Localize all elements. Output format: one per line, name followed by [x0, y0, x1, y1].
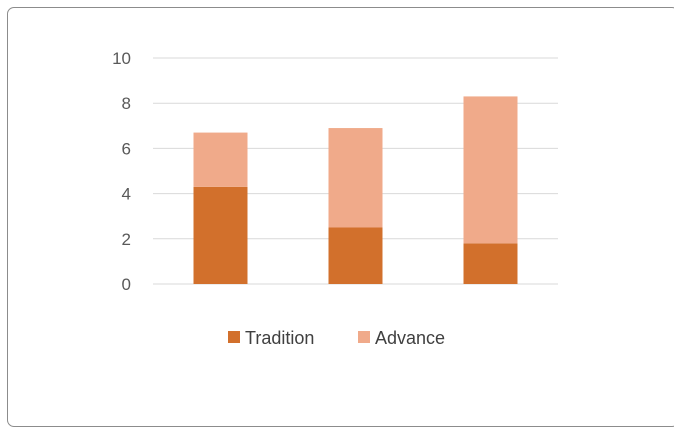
- bar-advance-2[interactable]: [328, 128, 383, 228]
- legend-label-tradition: Tradition: [245, 328, 314, 348]
- legend[interactable]: Tradition Advance: [228, 328, 445, 348]
- legend-item-tradition[interactable]: Tradition: [228, 328, 314, 348]
- y-tick-label-4: 4: [122, 185, 131, 204]
- y-tick-label-8: 8: [122, 94, 131, 113]
- y-tick-label-10: 10: [112, 49, 131, 68]
- y-tick-label-0: 0: [122, 275, 131, 294]
- bars: [193, 96, 518, 285]
- legend-swatch-advance: [358, 331, 370, 343]
- y-tick-label-6: 6: [122, 139, 131, 158]
- y-axis-tick-labels: 0 2 4 6 8 10: [112, 49, 131, 294]
- bar-advance-1[interactable]: [193, 132, 248, 187]
- bar-tradition-3[interactable]: [463, 243, 518, 284]
- bar-tradition-1[interactable]: [193, 186, 248, 284]
- legend-swatch-tradition: [228, 331, 240, 343]
- stacked-bar-chart: 0 2 4 6 8 10 Tradition Advance: [112, 49, 558, 348]
- bar-tradition-2[interactable]: [328, 227, 383, 285]
- y-tick-label-2: 2: [122, 230, 131, 249]
- bar-advance-3[interactable]: [463, 96, 518, 244]
- legend-item-advance[interactable]: Advance: [358, 328, 445, 348]
- legend-label-advance: Advance: [375, 328, 445, 348]
